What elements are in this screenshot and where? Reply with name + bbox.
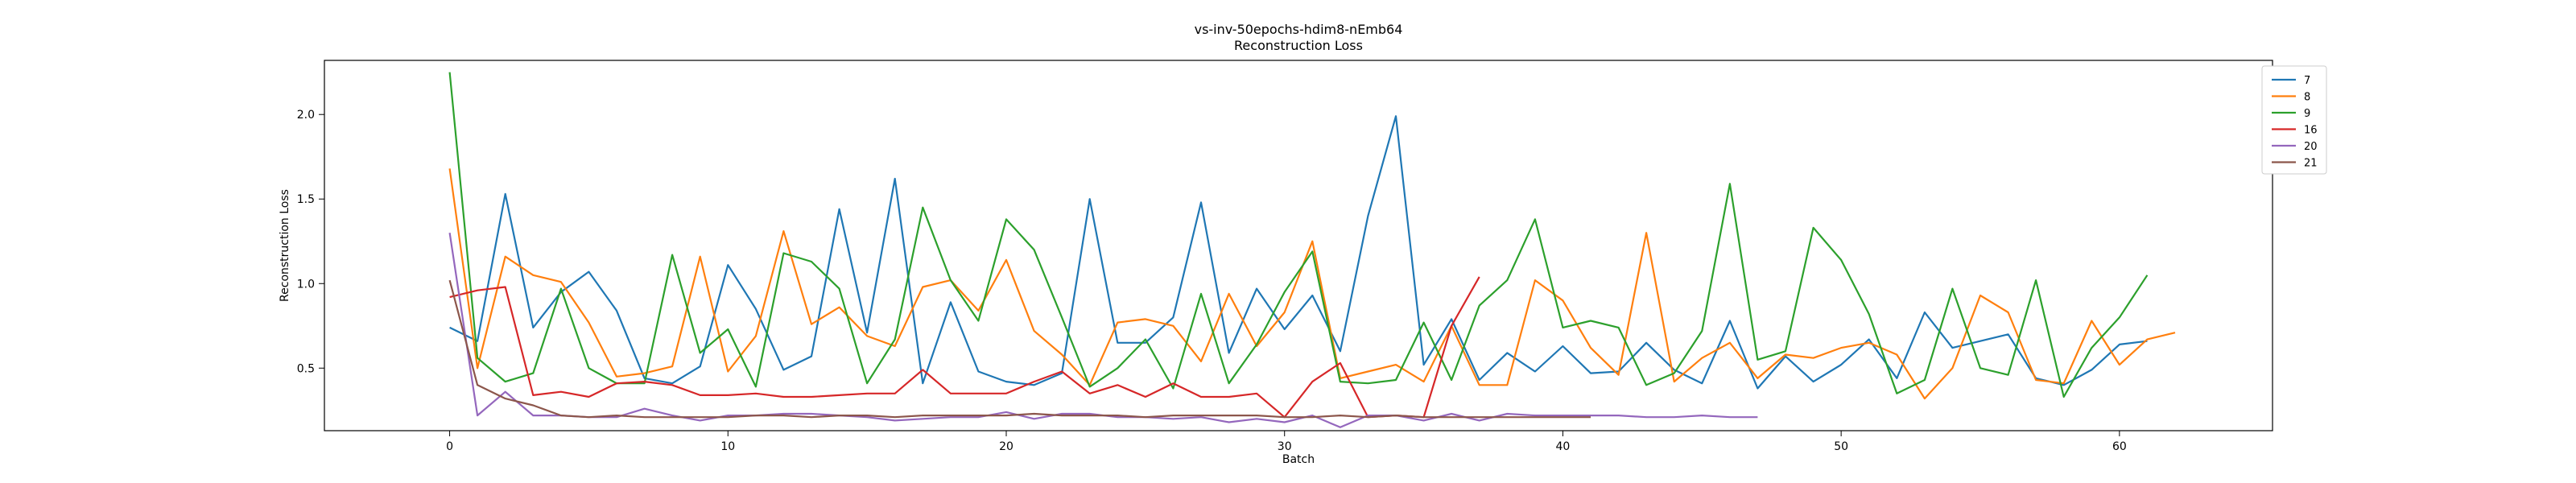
y-tick-label: 2.0: [297, 109, 315, 122]
y-axis-label: Reconstruction Loss: [279, 189, 291, 302]
x-tick-label: 0: [446, 440, 453, 453]
series-line-8: [448, 168, 2176, 400]
legend-label-20: 20: [2304, 141, 2318, 153]
legend: 7 8 9 16 20 21: [2261, 65, 2327, 175]
series-layer: [448, 72, 2176, 428]
series-line-9: [448, 72, 2149, 398]
chart-title: vs-inv-50epochs-hdim8-nEmb64: [1195, 22, 1403, 37]
series-line-21: [448, 279, 1591, 419]
legend-label-8: 8: [2304, 92, 2310, 104]
tick-layer: 0 10 20 30 40 50 60 0.5 1.0 1.5 2.0: [297, 109, 2127, 453]
chart-subtitle: Reconstruction Loss: [1234, 38, 1363, 53]
y-tick-label: 1.0: [297, 278, 315, 291]
x-axis-label: Batch: [1282, 453, 1315, 466]
series-line-16: [449, 276, 1480, 419]
x-tick-label: 20: [999, 440, 1013, 453]
legend-box: [2261, 65, 2327, 175]
y-tick-label: 0.5: [297, 362, 315, 375]
legend-label-16: 16: [2304, 125, 2318, 137]
legend-label-7: 7: [2304, 75, 2310, 87]
x-tick-label: 50: [1834, 440, 1848, 453]
x-tick-label: 40: [1556, 440, 1571, 453]
plot-area: [324, 60, 2273, 431]
y-tick-label: 1.5: [297, 193, 315, 206]
x-tick-label: 60: [2112, 440, 2127, 453]
legend-label-9: 9: [2304, 108, 2310, 120]
x-tick-label: 30: [1278, 440, 1292, 453]
legend-label-21: 21: [2304, 158, 2318, 170]
x-tick-label: 10: [720, 440, 735, 453]
